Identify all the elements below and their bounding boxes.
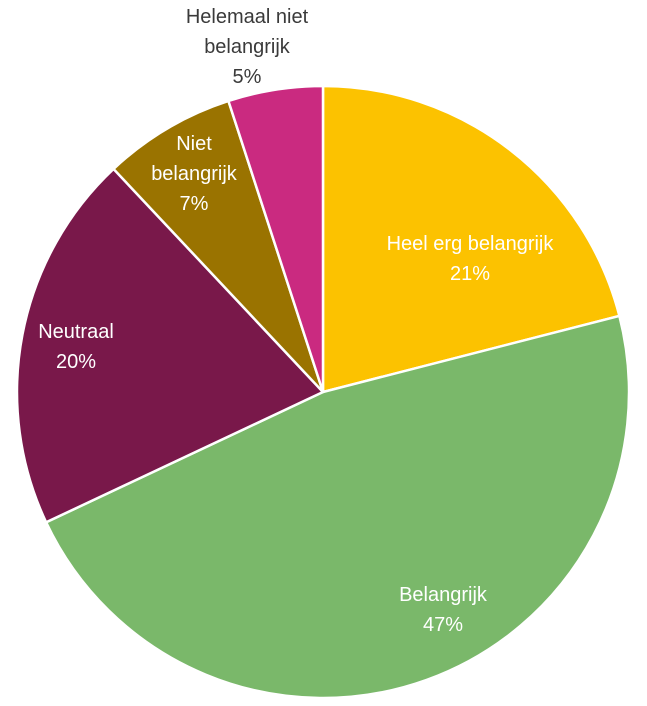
pie-slice-neutraal: [15, 167, 326, 524]
data-label-category: Helemaal niet: [186, 6, 309, 28]
data-label-value: 21%: [450, 263, 490, 285]
data-label-category: belangrijk: [151, 163, 238, 185]
data-label-category: Belangrijk: [399, 584, 488, 606]
data-label-value: 47%: [423, 614, 463, 636]
data-label-category: Heel erg belangrijk: [387, 233, 555, 255]
data-label-category: belangrijk: [204, 36, 291, 58]
pie-slice-heel-erg-belangrijk: [321, 84, 621, 394]
data-label-value: 5%: [233, 66, 262, 88]
pie-slice-helemaal-niet-belangrijk: [226, 84, 325, 393]
data-label-neutraal: Neutraal 20%: [38, 321, 114, 373]
data-label-niet-belangrijk: Niet belangrijk 7%: [151, 133, 238, 215]
data-label-heel-erg-belangrijk: Heel erg belangrijk 21%: [387, 233, 555, 285]
data-label-category: Neutraal: [38, 321, 114, 343]
data-label-category: Niet: [176, 133, 212, 155]
data-label-belangrijk: Belangrijk 47%: [399, 584, 488, 636]
pie-slice-niet-belangrijk: [111, 99, 325, 393]
data-label-helemaal-niet-belangrijk: Helemaal niet belangrijk 5%: [186, 6, 309, 88]
pie-labels: Heel erg belangrijk 21% Belangrijk 47% Neutr…: [38, 6, 554, 636]
pie-slice-belangrijk: [44, 314, 631, 700]
data-label-value: 7%: [180, 193, 209, 215]
data-label-value: 20%: [56, 351, 96, 373]
pie-slices: [15, 84, 631, 700]
